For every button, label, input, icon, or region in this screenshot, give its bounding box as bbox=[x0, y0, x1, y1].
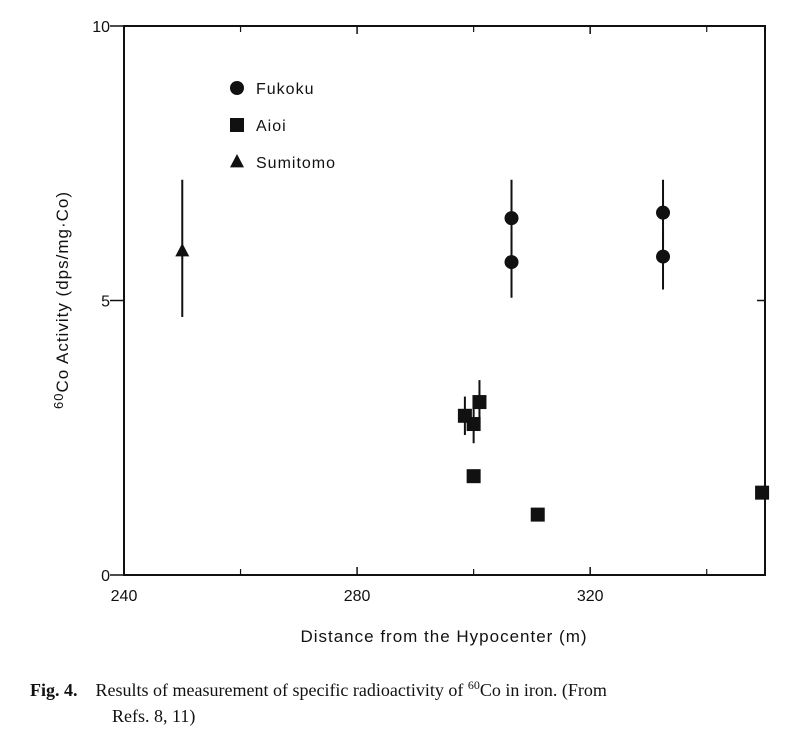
legend-label-sumitomo: Sumitomo bbox=[256, 155, 336, 172]
x-tick-label: 240 bbox=[111, 588, 138, 605]
legend-marker-aioi bbox=[230, 118, 244, 132]
y-axis-label-isotope: 60 bbox=[51, 393, 66, 409]
aioi-point bbox=[755, 485, 770, 500]
caption-text-part2: Co in iron. (From bbox=[479, 680, 607, 700]
legend: Fukoku Aioi Sumitomo bbox=[230, 81, 336, 172]
aioi-point bbox=[466, 469, 481, 484]
aioi-point bbox=[472, 395, 487, 410]
caption-label: Fig. 4. bbox=[30, 680, 78, 700]
sumitomo-point bbox=[175, 243, 190, 257]
tick-group: 240 280 320 0 5 10 bbox=[92, 19, 765, 605]
figure-caption: Fig. 4. Results of measurement of specifi… bbox=[30, 672, 770, 729]
caption-isotope: 60 bbox=[467, 678, 480, 692]
fukoku-point bbox=[504, 255, 519, 270]
legend-label-aioi: Aioi bbox=[256, 118, 287, 135]
y-axis-label-main: Co Activity (dps/mg·Co) bbox=[53, 191, 72, 393]
x-tick-label: 320 bbox=[577, 588, 604, 605]
x-tick-label: 280 bbox=[344, 588, 371, 605]
aioi-point bbox=[530, 507, 545, 522]
plot-frame bbox=[123, 25, 766, 576]
y-axis-label: 60Co Activity (dps/mg·Co) bbox=[51, 191, 72, 409]
caption-line-2: Refs. 8, 11) bbox=[112, 706, 196, 726]
legend-marker-sumitomo bbox=[230, 154, 244, 168]
data-point-group bbox=[175, 205, 770, 522]
legend-label-fukoku: Fukoku bbox=[256, 81, 314, 98]
fukoku-point bbox=[656, 205, 671, 220]
x-axis-label: Distance from the Hypocenter (m) bbox=[300, 627, 587, 646]
y-tick-label: 10 bbox=[92, 19, 110, 36]
aioi-point bbox=[466, 417, 481, 432]
error-bar-group bbox=[181, 179, 665, 444]
legend-marker-fukoku bbox=[230, 81, 244, 95]
fukoku-point bbox=[656, 249, 671, 264]
caption-text-part1: Results of measurement of specific radio… bbox=[95, 680, 468, 700]
fukoku-point bbox=[504, 211, 519, 226]
scatter-chart: 240 280 320 0 5 10 Fukoku Aioi Sumitomo Distanc… bbox=[51, 19, 770, 646]
y-tick-label: 0 bbox=[101, 568, 110, 585]
y-tick-label: 5 bbox=[101, 294, 110, 311]
